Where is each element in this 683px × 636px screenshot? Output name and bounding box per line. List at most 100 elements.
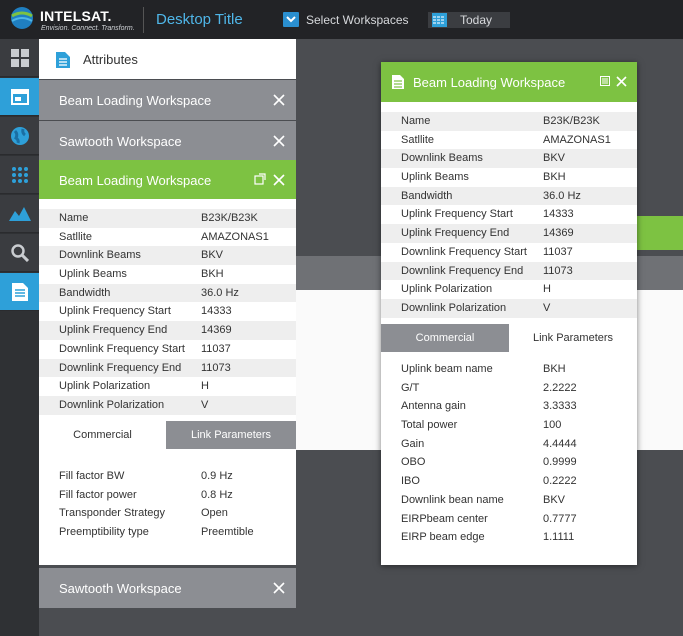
attribute-row: Uplink Polarization H [381, 280, 637, 299]
attribute-value: 0.9 Hz [201, 470, 233, 482]
attribute-key: Uplink Frequency Start [401, 208, 513, 221]
sidebar-item-windows[interactable] [0, 78, 39, 116]
desktop-title[interactable]: Desktop Title [156, 11, 243, 28]
window-title-bar[interactable]: Beam Loading Workspace [381, 62, 637, 102]
close-icon[interactable] [272, 134, 286, 148]
attribute-row: Uplink Frequency Start 14333 [39, 302, 296, 321]
attribute-key: EIRPbeam center [401, 512, 488, 525]
attribute-key: Uplink Polarization [401, 283, 493, 296]
attribute-value: 11073 [543, 264, 573, 277]
sidebar-item-apps[interactable] [0, 156, 39, 194]
attribute-key: EIRP beam edge [401, 531, 485, 544]
dots-grid-icon [11, 166, 28, 183]
tab-link-parameters[interactable]: Link Parameters [509, 324, 637, 352]
attribute-row: Fill factor power 0.8 Hz [39, 486, 296, 505]
attribute-value: 2.2222 [543, 381, 577, 394]
attribute-value: 4.4444 [543, 437, 577, 450]
attribute-key: Downlink Frequency Start [401, 245, 527, 258]
globe-icon [10, 126, 29, 145]
attribute-key: Bandwidth [59, 286, 111, 299]
today-label: Today [460, 13, 493, 27]
workspace-bar-sawtooth[interactable]: Sawtooth Workspace [39, 121, 296, 161]
attribute-value: AMAZONAS1 [201, 230, 269, 243]
popout-icon[interactable] [254, 173, 266, 185]
attribute-key: Satllite [401, 133, 435, 146]
attribute-key: Uplink Frequency Start [59, 305, 171, 318]
attribute-row: Gain 4.4444 [381, 435, 637, 454]
attribute-row: Downlink Beams BKV [381, 149, 637, 169]
sidebar-item-attributes[interactable] [0, 273, 39, 311]
attribute-key: Fill factor power [59, 488, 137, 501]
attribute-value: V [201, 398, 209, 411]
close-icon[interactable] [272, 93, 286, 107]
grid-icon [10, 48, 29, 67]
attribute-row: Downlink Frequency Start 11037 [381, 243, 637, 262]
brand-tagline: Envision. Connect. Transform. [41, 25, 135, 32]
attribute-key: Uplink Beams [401, 171, 469, 184]
tab-commercial[interactable]: Commercial [39, 421, 166, 449]
dock-icon[interactable] [600, 76, 610, 86]
attribute-row: Uplink Beams BKH [39, 265, 296, 284]
select-workspaces-label[interactable]: Select Workspaces [306, 13, 409, 27]
attribute-row: Total power 100 [381, 416, 637, 435]
intelsat-logo[interactable]: INTELSAT. Envision. Connect. Transform. [10, 6, 140, 34]
attribute-row: Name B23K/B23K [381, 112, 637, 131]
attribute-key: Fill factor BW [59, 470, 125, 482]
mountain-icon [8, 206, 31, 221]
sidebar-item-dashboard[interactable] [0, 39, 39, 77]
brand-name: INTELSAT. [40, 8, 112, 24]
attribute-key: Downlink Polarization [401, 301, 507, 314]
attribute-value: 36.0 Hz [201, 286, 239, 299]
attribute-row: Downlink Frequency End 11073 [381, 261, 637, 281]
attribute-value: 100 [543, 419, 562, 432]
attribute-value: 36.0 Hz [543, 189, 581, 202]
workspace-bar-beam-loading-active[interactable]: Beam Loading Workspace [39, 160, 296, 200]
attribute-value: 11037 [201, 342, 231, 355]
workspace-bar-label: Beam Loading Workspace [59, 173, 212, 188]
sidebar-item-globe[interactable] [0, 117, 39, 155]
attribute-key: Gain [401, 437, 425, 450]
title-divider [143, 7, 144, 33]
workspace-bar-label: Sawtooth Workspace [59, 581, 182, 596]
attribute-key: Total power [401, 419, 458, 432]
workspace-bar-sawtooth-bottom[interactable]: Sawtooth Workspace [39, 568, 296, 608]
attribute-value: Open [201, 507, 228, 520]
tab-link-parameters[interactable]: Link Parameters [166, 421, 296, 449]
attribute-value: 14333 [543, 208, 574, 221]
attribute-row: Name B23K/B23K [39, 209, 296, 228]
attribute-key: Antenna gain [401, 400, 466, 413]
workspace-details: Name B23K/B23K Satllite AMAZONAS1 Downlink B… [39, 199, 296, 565]
document-icon [56, 52, 70, 68]
attribute-row: EIRP beam edge 1.1111 [381, 528, 637, 547]
tab-commercial[interactable]: Commercial [381, 324, 509, 352]
document-icon [392, 75, 404, 89]
attribute-key: Preemptibility type [59, 526, 149, 539]
attribute-value: BKH [201, 268, 224, 281]
attribute-row: EIRPbeam center 0.7777 [381, 510, 637, 529]
select-workspaces-checkbox[interactable] [283, 12, 299, 27]
close-icon[interactable] [272, 581, 286, 595]
close-icon[interactable] [615, 75, 628, 88]
attribute-value: H [543, 283, 551, 296]
attribute-row: Antenna gain 3.3333 [381, 397, 637, 416]
attribute-value: 0.7777 [543, 512, 577, 525]
close-icon[interactable] [272, 173, 286, 187]
sidebar-item-search[interactable] [0, 234, 39, 272]
workspace-bar-beam-loading[interactable]: Beam Loading Workspace [39, 80, 296, 120]
attribute-value: 0.9999 [543, 456, 577, 469]
attribute-value: B23K/B23K [543, 115, 600, 127]
floating-workspace-window: Beam Loading Workspace Name B23K/B23K Satl… [381, 62, 637, 565]
attribute-key: Transponder Strategy [59, 507, 165, 520]
calendar-icon [432, 13, 447, 27]
attribute-row: Fill factor BW 0.9 Hz [39, 467, 296, 486]
attribute-row: G/T 2.2222 [381, 379, 637, 398]
search-icon [10, 243, 29, 262]
attribute-list: Name B23K/B23K Satllite AMAZONAS1 Downlink B… [381, 112, 637, 318]
sidebar-item-terrain[interactable] [0, 195, 39, 233]
attribute-row: Downlink Frequency Start 11037 [39, 340, 296, 359]
attribute-row: Transponder Strategy Open [39, 504, 296, 523]
attribute-key: Uplink beam name [401, 363, 493, 375]
attribute-value: 14369 [543, 227, 574, 240]
today-button[interactable]: Today [428, 12, 510, 28]
attribute-key: Uplink Beams [59, 268, 127, 281]
